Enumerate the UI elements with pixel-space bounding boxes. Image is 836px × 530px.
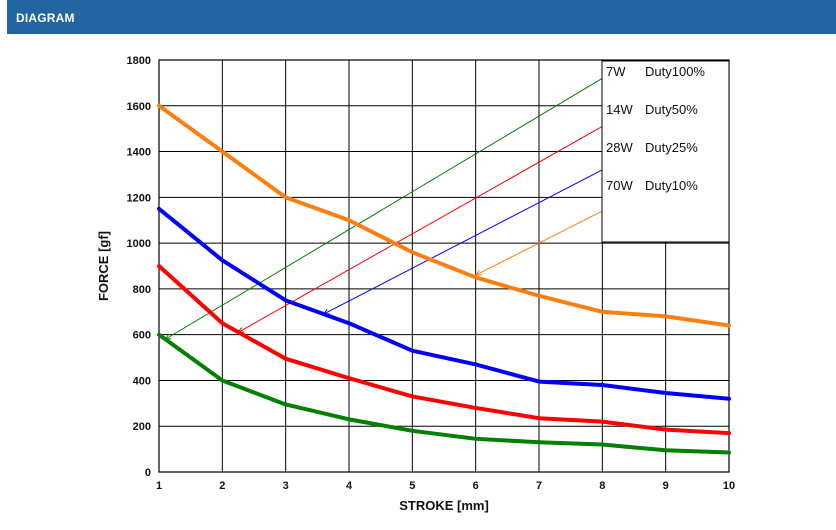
y-tick-label: 200 [133, 421, 151, 433]
x-tick-label: 1 [156, 480, 162, 492]
x-tick-label: 6 [473, 480, 479, 492]
y-tick-label: 1400 [127, 147, 151, 159]
x-axis-label: STROKE [mm] [399, 498, 489, 513]
guide-arrowhead [474, 270, 482, 276]
y-tick-label: 1200 [127, 192, 151, 204]
header-bar: DIAGRAM [7, 0, 836, 34]
guide-line [237, 125, 603, 333]
legend-power: 14W [606, 102, 633, 117]
legend-duty: Duty100% [645, 64, 705, 79]
x-tick-label: 10 [723, 480, 735, 492]
x-tick-label: 9 [663, 480, 669, 492]
x-tick-label: 7 [536, 480, 542, 492]
guide-line [323, 169, 603, 315]
guide-line [165, 77, 603, 340]
series-line [157, 103, 731, 328]
x-tick-label: 4 [346, 480, 353, 492]
series-line [157, 206, 731, 401]
guide-line [475, 210, 603, 276]
x-tick-label: 3 [283, 480, 289, 492]
y-tick-label: 600 [133, 330, 151, 342]
legend-box [601, 60, 730, 243]
y-tick-label: 1800 [127, 55, 151, 67]
legend-power: 28W [606, 140, 633, 155]
grid-lines [158, 59, 730, 473]
y-tick-label: 1000 [127, 238, 151, 250]
series-line [157, 264, 731, 436]
y-tick-labels: 0 200 400 600 800 1000 1200 1400 1600 1800 [127, 55, 151, 479]
legend-duty: Duty50% [645, 102, 698, 117]
y-tick-label: 800 [133, 284, 151, 296]
x-tick-labels: 1 2 3 4 5 6 7 8 9 10 [156, 480, 735, 492]
legend-power: 70W [606, 178, 633, 193]
y-axis-label: FORCE [gf] [96, 231, 111, 301]
legend-duty: Duty25% [645, 140, 698, 155]
x-tick-label: 5 [409, 480, 415, 492]
page-title: DIAGRAM [16, 11, 75, 25]
series-lines [157, 103, 731, 455]
legend-power: 7W [606, 64, 626, 79]
y-tick-label: 0 [145, 467, 151, 479]
y-tick-label: 1600 [127, 101, 151, 113]
x-tick-label: 2 [219, 480, 225, 492]
y-tick-label: 400 [133, 375, 151, 387]
x-tick-label: 8 [599, 480, 605, 492]
legend-duty: Duty10% [645, 178, 698, 193]
legend: 7W Duty100% 14W Duty50% 28W Duty25% 70W Duty10% [601, 60, 730, 243]
series-line [157, 332, 731, 455]
